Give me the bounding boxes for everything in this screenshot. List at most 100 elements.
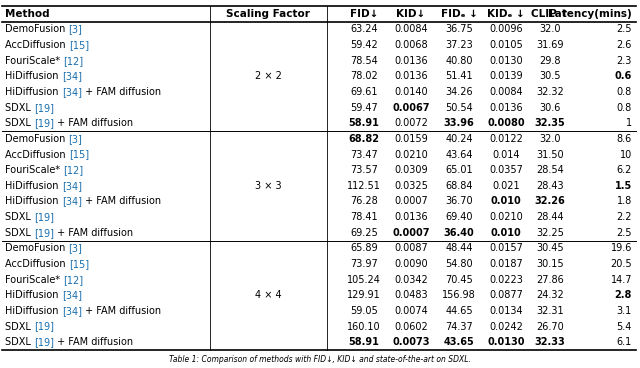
Text: 63.24: 63.24 bbox=[350, 24, 378, 35]
Text: 32.31: 32.31 bbox=[536, 306, 564, 316]
Text: 40.80: 40.80 bbox=[445, 56, 473, 66]
Text: [12]: [12] bbox=[63, 165, 83, 175]
Text: 0.0087: 0.0087 bbox=[394, 243, 428, 253]
Text: 27.86: 27.86 bbox=[536, 275, 564, 284]
Text: 68.82: 68.82 bbox=[349, 134, 380, 144]
Text: 59.05: 59.05 bbox=[350, 306, 378, 316]
Text: 48.44: 48.44 bbox=[445, 243, 473, 253]
Text: 73.57: 73.57 bbox=[350, 165, 378, 175]
Text: 30.5: 30.5 bbox=[540, 71, 561, 81]
Text: 50.54: 50.54 bbox=[445, 103, 473, 113]
Text: [19]: [19] bbox=[34, 118, 54, 128]
Text: HiDiffusion: HiDiffusion bbox=[5, 87, 61, 97]
Text: [19]: [19] bbox=[34, 228, 54, 238]
Text: 129.91: 129.91 bbox=[347, 290, 381, 300]
Text: 0.0877: 0.0877 bbox=[489, 290, 523, 300]
Text: FID↓: FID↓ bbox=[350, 9, 378, 19]
Text: 0.0242: 0.0242 bbox=[489, 322, 523, 332]
Text: SDXL: SDXL bbox=[5, 322, 34, 332]
Text: 0.0157: 0.0157 bbox=[489, 243, 523, 253]
Text: 58.91: 58.91 bbox=[349, 337, 380, 347]
Text: HiDiffusion: HiDiffusion bbox=[5, 197, 61, 206]
Text: [3]: [3] bbox=[68, 243, 83, 253]
Text: 0.0187: 0.0187 bbox=[489, 259, 523, 269]
Text: Latency(mins): Latency(mins) bbox=[548, 9, 632, 19]
Text: + FAM diffusion: + FAM diffusion bbox=[54, 118, 133, 128]
Text: 0.0072: 0.0072 bbox=[394, 118, 428, 128]
Text: 65.01: 65.01 bbox=[445, 165, 473, 175]
Text: + FAM diffusion: + FAM diffusion bbox=[54, 228, 133, 238]
Text: Scaling Factor: Scaling Factor bbox=[226, 9, 310, 19]
Text: 2.2: 2.2 bbox=[616, 212, 632, 222]
Text: 0.0357: 0.0357 bbox=[489, 165, 523, 175]
Text: 6.1: 6.1 bbox=[617, 337, 632, 347]
Text: 0.010: 0.010 bbox=[491, 197, 522, 206]
Text: 0.0210: 0.0210 bbox=[394, 149, 428, 160]
Text: FouriScale*: FouriScale* bbox=[5, 275, 63, 284]
Text: SDXL: SDXL bbox=[5, 212, 34, 222]
Text: HiDiffusion: HiDiffusion bbox=[5, 290, 61, 300]
Text: 105.24: 105.24 bbox=[347, 275, 381, 284]
Text: 70.45: 70.45 bbox=[445, 275, 473, 284]
Text: 0.010: 0.010 bbox=[491, 228, 522, 238]
Text: 28.44: 28.44 bbox=[536, 212, 564, 222]
Text: AccDiffusion: AccDiffusion bbox=[5, 40, 68, 50]
Text: [19]: [19] bbox=[34, 212, 54, 222]
Text: 160.10: 160.10 bbox=[347, 322, 381, 332]
Text: 3.1: 3.1 bbox=[617, 306, 632, 316]
Text: 78.02: 78.02 bbox=[350, 71, 378, 81]
Text: 6.2: 6.2 bbox=[616, 165, 632, 175]
Text: 0.0136: 0.0136 bbox=[394, 56, 428, 66]
Text: KIDₑ ↓: KIDₑ ↓ bbox=[487, 9, 525, 19]
Text: 32.32: 32.32 bbox=[536, 87, 564, 97]
Text: 4 × 4: 4 × 4 bbox=[255, 290, 282, 300]
Text: CLIP ↑: CLIP ↑ bbox=[531, 9, 569, 19]
Text: 8.6: 8.6 bbox=[617, 134, 632, 144]
Text: 0.8: 0.8 bbox=[617, 103, 632, 113]
Text: [12]: [12] bbox=[63, 56, 83, 66]
Text: 31.69: 31.69 bbox=[536, 40, 564, 50]
Text: 0.0122: 0.0122 bbox=[489, 134, 523, 144]
Text: 0.0074: 0.0074 bbox=[394, 306, 428, 316]
Text: 10: 10 bbox=[620, 149, 632, 160]
Text: 0.0139: 0.0139 bbox=[489, 71, 523, 81]
Text: 58.91: 58.91 bbox=[349, 118, 380, 128]
Text: FIDₑ ↓: FIDₑ ↓ bbox=[440, 9, 477, 19]
Text: 3 × 3: 3 × 3 bbox=[255, 181, 282, 191]
Text: 36.70: 36.70 bbox=[445, 197, 473, 206]
Text: 29.8: 29.8 bbox=[540, 56, 561, 66]
Text: 68.84: 68.84 bbox=[445, 181, 473, 191]
Text: 20.5: 20.5 bbox=[611, 259, 632, 269]
Text: SDXL: SDXL bbox=[5, 103, 34, 113]
Text: 2.5: 2.5 bbox=[616, 24, 632, 35]
Text: [12]: [12] bbox=[63, 275, 83, 284]
Text: HiDiffusion: HiDiffusion bbox=[5, 71, 61, 81]
Text: KID↓: KID↓ bbox=[396, 9, 426, 19]
Text: 1.5: 1.5 bbox=[615, 181, 632, 191]
Text: [19]: [19] bbox=[34, 322, 54, 332]
Text: 0.0096: 0.0096 bbox=[489, 24, 523, 35]
Text: 69.61: 69.61 bbox=[350, 87, 378, 97]
Text: 1.8: 1.8 bbox=[617, 197, 632, 206]
Text: [15]: [15] bbox=[68, 149, 89, 160]
Text: 74.37: 74.37 bbox=[445, 322, 473, 332]
Text: + FAM diffusion: + FAM diffusion bbox=[82, 87, 161, 97]
Text: 2 × 2: 2 × 2 bbox=[255, 71, 282, 81]
Text: 0.014: 0.014 bbox=[492, 149, 520, 160]
Text: 0.6: 0.6 bbox=[615, 71, 632, 81]
Text: 0.0140: 0.0140 bbox=[394, 87, 428, 97]
Text: [3]: [3] bbox=[68, 134, 83, 144]
Text: 0.0210: 0.0210 bbox=[489, 212, 523, 222]
Text: 26.70: 26.70 bbox=[536, 322, 564, 332]
Text: [19]: [19] bbox=[34, 337, 54, 347]
Text: 2.3: 2.3 bbox=[616, 56, 632, 66]
Text: 14.7: 14.7 bbox=[611, 275, 632, 284]
Text: 59.47: 59.47 bbox=[350, 103, 378, 113]
Text: [34]: [34] bbox=[61, 71, 82, 81]
Text: 31.50: 31.50 bbox=[536, 149, 564, 160]
Text: DemoFusion: DemoFusion bbox=[5, 24, 68, 35]
Text: 32.0: 32.0 bbox=[540, 134, 561, 144]
Text: 43.65: 43.65 bbox=[444, 337, 474, 347]
Text: 30.15: 30.15 bbox=[536, 259, 564, 269]
Text: 0.0136: 0.0136 bbox=[394, 212, 428, 222]
